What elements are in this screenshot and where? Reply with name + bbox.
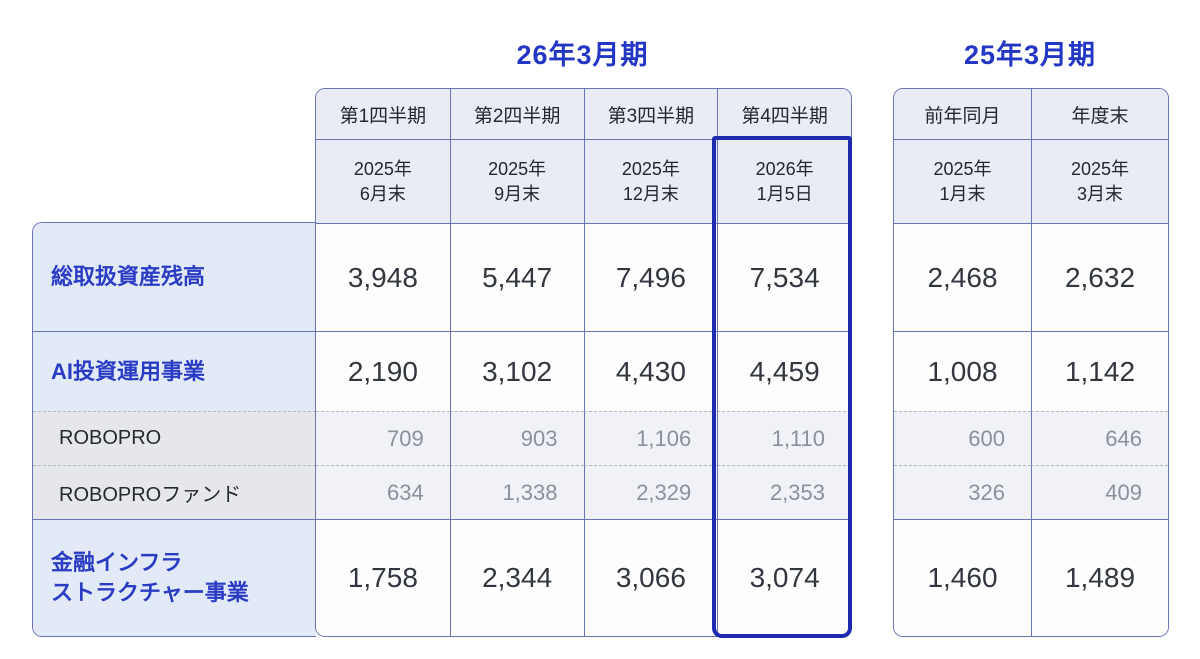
value-financial-infra-q4: 3,074 (717, 519, 851, 636)
row-label-column: 総取扱資産残高 AI投資運用事業 ROBOPRO ROBOPROファンド 金融イ… (32, 222, 316, 637)
value-ai-investment-q2: 3,102 (449, 331, 584, 411)
value-robopro-fund-q1: 634 (316, 465, 450, 519)
date-line1: 2025年 (621, 159, 680, 180)
date-line1: 2025年 (1070, 159, 1130, 180)
column-header-q2: 第2四半期 (449, 89, 584, 139)
value-robopro-q4: 1,110 (717, 411, 851, 465)
value-total-assets-q4: 7,534 (717, 223, 851, 331)
row-label-ai-investment: AI投資運用事業 (33, 331, 316, 411)
date-line1: 2025年 (488, 159, 547, 180)
value-financial-infra-q3: 3,066 (583, 519, 718, 636)
row-label-robopro-fund: ROBOPROファンド (33, 465, 316, 519)
value-ai-investment-q1: 2,190 (316, 331, 450, 411)
fy2026-columns-table: 第1四半期 第2四半期 第3四半期 第4四半期 2025年 6月末 2025年 … (315, 88, 852, 637)
date-line2: 1月5日 (756, 183, 813, 204)
column-date-q2: 2025年 9月末 (449, 139, 584, 223)
value-robopro-fund-prev: 326 (894, 465, 1031, 519)
value-total-assets-yearend: 2,632 (1031, 223, 1168, 331)
fiscal-year-2026-title: 26年3月期 (516, 40, 649, 70)
value-ai-investment-prev: 1,008 (894, 331, 1031, 411)
date-line2: 3月末 (1076, 183, 1123, 204)
date-line1: 2025年 (933, 159, 992, 180)
column-header-q4: 第4四半期 (717, 89, 851, 139)
column-header-prev-year-same-month: 前年同月 (894, 89, 1031, 139)
value-robopro-prev: 600 (894, 411, 1031, 465)
value-total-assets-q3: 7,496 (583, 223, 718, 331)
value-financial-infra-prev: 1,460 (894, 519, 1031, 636)
column-date-year-end: 2025年 3月末 (1031, 139, 1168, 223)
column-header-q3: 第3四半期 (583, 89, 718, 139)
row-label-text-line2: ストラクチャー事業 (51, 580, 249, 605)
value-ai-investment-q4: 4,459 (717, 331, 851, 411)
row-label-text: 総取扱資産残高 (51, 264, 206, 290)
value-ai-investment-q3: 4,430 (583, 331, 718, 411)
column-header-q1: 第1四半期 (316, 89, 450, 139)
row-label-text: AI投資運用事業 (51, 358, 206, 384)
value-robopro-fund-q3: 2,329 (583, 465, 718, 519)
date-line2: 1月末 (939, 183, 986, 204)
row-label-text-line1: 金融インフラ (51, 550, 183, 576)
date-line2: 6月末 (359, 183, 406, 204)
row-label-text: ROBOPROファンド (59, 484, 242, 506)
value-robopro-fund-yearend: 409 (1031, 465, 1168, 519)
value-robopro-q2: 903 (449, 411, 584, 465)
value-financial-infra-q2: 2,344 (449, 519, 584, 636)
column-date-prev-year: 2025年 1月末 (894, 139, 1031, 223)
row-label-robopro: ROBOPRO (33, 411, 316, 465)
row-label-financial-infrastructure: 金融インフラ ストラクチャー事業 (33, 519, 316, 636)
row-label-total-assets: 総取扱資産残高 (33, 223, 316, 331)
value-robopro-yearend: 646 (1031, 411, 1168, 465)
value-total-assets-prev: 2,468 (894, 223, 1031, 331)
value-robopro-fund-q2: 1,338 (449, 465, 584, 519)
value-total-assets-q1: 3,948 (316, 223, 450, 331)
value-ai-investment-yearend: 1,142 (1031, 331, 1168, 411)
date-line2: 12月末 (622, 183, 679, 204)
value-financial-infra-yearend: 1,489 (1031, 519, 1168, 636)
column-header-fiscal-year-end: 年度末 (1031, 89, 1168, 139)
date-line1: 2026年 (755, 159, 814, 180)
fiscal-year-2025-title: 25年3月期 (963, 40, 1097, 70)
column-date-q4: 2026年 1月5日 (717, 139, 851, 223)
column-date-q3: 2025年 12月末 (583, 139, 718, 223)
date-line2: 9月末 (494, 183, 541, 204)
column-date-q1: 2025年 6月末 (316, 139, 450, 223)
value-total-assets-q2: 5,447 (449, 223, 584, 331)
row-label-text: ROBOPRO (59, 427, 162, 449)
value-financial-infra-q1: 1,758 (316, 519, 450, 636)
value-robopro-q1: 709 (316, 411, 450, 465)
value-robopro-q3: 1,106 (583, 411, 718, 465)
fy2025-columns-table: 前年同月 年度末 2025年 1月末 2025年 3月末 2,468 2,632… (893, 88, 1169, 637)
value-robopro-fund-q4: 2,353 (717, 465, 851, 519)
date-line1: 2025年 (353, 159, 412, 180)
